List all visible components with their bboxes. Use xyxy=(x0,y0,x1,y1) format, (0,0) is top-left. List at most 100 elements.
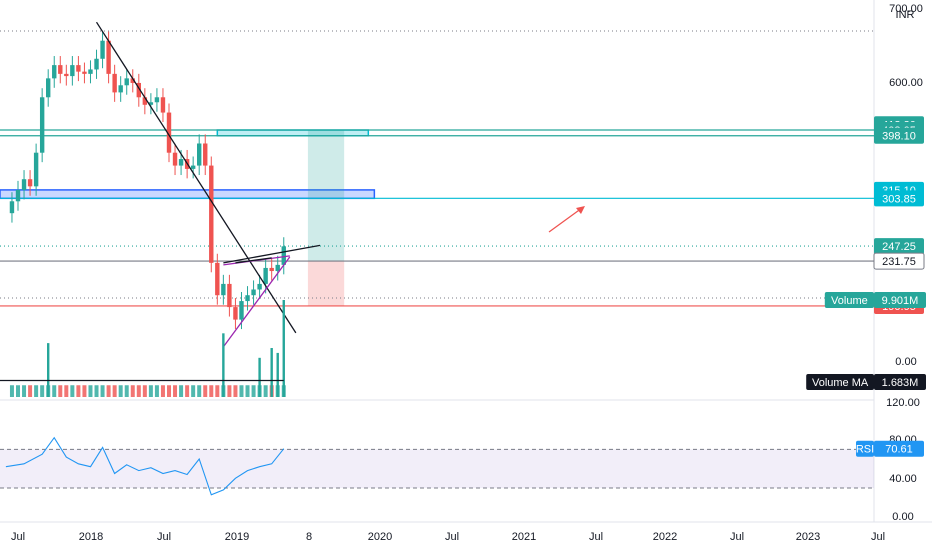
candle-body-2018-07 xyxy=(88,69,93,74)
volume-tick-label: 0.00 xyxy=(895,356,916,368)
volume-bar-2018-09 xyxy=(100,385,105,397)
volume-bar-2018-03 xyxy=(64,385,69,397)
volume-bar-2019-05 xyxy=(148,385,153,397)
price-tag-231.75 xyxy=(873,252,925,270)
trendlines-layer xyxy=(95,21,321,348)
candle-body-2017-07 xyxy=(15,189,21,202)
resistance-zone xyxy=(216,129,370,137)
volume-tag-label: Volume xyxy=(831,295,868,307)
volume-bar-2017-10 xyxy=(34,385,39,397)
zones-layer xyxy=(0,129,376,306)
candle-body-2020-08 xyxy=(239,301,244,320)
volume-spike-2021-02 xyxy=(276,352,279,397)
volume-spike-2020-11 xyxy=(258,357,261,397)
price-tick-label: 700.00 xyxy=(889,3,923,15)
candle-body-2020-12 xyxy=(263,267,268,284)
candle-body-2020-05 xyxy=(221,283,226,296)
candle-body-2020-06 xyxy=(227,283,232,308)
volume-bar-2017-07 xyxy=(16,385,20,397)
candle-body-2018-12 xyxy=(118,85,123,93)
volume-bar-2019-07 xyxy=(160,385,165,397)
volume-bar-2018-07 xyxy=(88,385,93,397)
volume-bar-2019-06 xyxy=(154,385,159,397)
rsi-line xyxy=(5,436,285,496)
volume-bar-2019-01 xyxy=(124,385,129,397)
candle-body-2017-09 xyxy=(27,179,33,187)
time-tick-label: Jul xyxy=(589,531,603,543)
stop-zone xyxy=(307,261,345,306)
price-tag-247.25 xyxy=(874,238,924,255)
volume-tag-value-0 xyxy=(874,292,926,308)
candle-body-2019-02 xyxy=(130,78,135,83)
volume-bar-2018-12 xyxy=(118,385,123,397)
candle-body-2018-03 xyxy=(64,73,69,77)
candle-body-2018-06 xyxy=(82,71,87,74)
volume-bar-2017-11 xyxy=(40,385,45,397)
rsi-tag-label: RSI xyxy=(856,444,874,456)
volume-bar-2019-09 xyxy=(173,385,178,397)
time-tick-label: 2022 xyxy=(653,531,677,543)
candle-body-2020-10 xyxy=(251,289,256,296)
candle-body-2019-03 xyxy=(136,82,141,98)
volume-bar-2019-03 xyxy=(136,385,141,397)
rsi-tick-label: 120.00 xyxy=(886,397,920,409)
volume-bar-2018-06 xyxy=(82,385,87,397)
candle-body-2020-03 xyxy=(209,165,214,263)
volume-bar-2020-02 xyxy=(203,385,208,397)
price-tag-303.85 xyxy=(874,190,924,207)
triangle-lower xyxy=(222,256,291,348)
time-tick-label: Jul xyxy=(11,531,25,543)
candle-body-2019-10 xyxy=(178,159,184,166)
candle-body-2019-08 xyxy=(166,112,172,153)
time-tick-label: Jul xyxy=(871,531,885,543)
rsi-tag-value-label: 70.61 xyxy=(885,444,913,456)
candle-body-2020-11 xyxy=(257,283,262,290)
candles-layer xyxy=(9,31,286,330)
time-tick-label: Jul xyxy=(445,531,459,543)
rsi-tag-name xyxy=(856,440,874,457)
time-tick-label: 2021 xyxy=(512,531,536,543)
volume-bar-2018-02 xyxy=(58,385,63,397)
candle-body-2019-12 xyxy=(190,165,196,169)
volume-spike-2020-05 xyxy=(222,333,225,397)
volume-layer xyxy=(0,300,286,397)
price-tags-layer: 418.30408.05398.10315.10303.85247.25231.… xyxy=(806,116,926,457)
price-tag-label: 303.85 xyxy=(882,193,916,205)
price-tag-label: 398.10 xyxy=(882,131,916,143)
candle-body-2017-12 xyxy=(46,78,51,98)
volume-bar-2020-06 xyxy=(227,385,232,397)
volume-bar-2017-06 xyxy=(9,385,14,397)
breakout-line xyxy=(223,244,321,264)
time-tick-label: Jul xyxy=(730,531,744,543)
currency-label: INR xyxy=(896,9,915,21)
volume-tag-label: Volume MA xyxy=(812,377,869,389)
volume-bar-2019-08 xyxy=(167,385,171,397)
candle-body-2018-04 xyxy=(70,65,75,77)
volume-spike-2021-03 xyxy=(282,300,285,397)
volume-tag-value-1 xyxy=(874,374,926,390)
time-tick-label: 8 xyxy=(306,531,312,543)
rsi-band xyxy=(0,449,874,488)
time-tick-label: 2020 xyxy=(368,531,392,543)
price-tag-label: 247.25 xyxy=(882,241,916,253)
candle-body-2018-02 xyxy=(58,65,63,74)
time-tick-label: 2023 xyxy=(796,531,820,543)
volume-bar-2020-09 xyxy=(245,385,250,397)
time-tick-label: 2019 xyxy=(225,531,249,543)
candle-body-2017-10 xyxy=(33,152,39,187)
target-arrow-icon xyxy=(548,206,585,233)
rsi-layer xyxy=(0,436,874,496)
candle-body-2020-04 xyxy=(215,262,220,296)
volume-bar-2017-08 xyxy=(22,385,27,397)
volume-bar-2018-10 xyxy=(106,385,111,397)
volume-bar-2020-01 xyxy=(197,385,202,397)
volume-bar-2019-10 xyxy=(179,385,184,397)
rsi-tag-value xyxy=(874,440,924,457)
rsi-tick-label: 0.00 xyxy=(892,511,913,523)
volume-bar-2020-08 xyxy=(239,385,244,397)
time-tick-label: Jul xyxy=(157,531,171,543)
volume-tag-name-0 xyxy=(824,292,874,308)
volume-bar-2020-12 xyxy=(263,385,268,397)
candle-body-2019-05 xyxy=(148,102,154,105)
